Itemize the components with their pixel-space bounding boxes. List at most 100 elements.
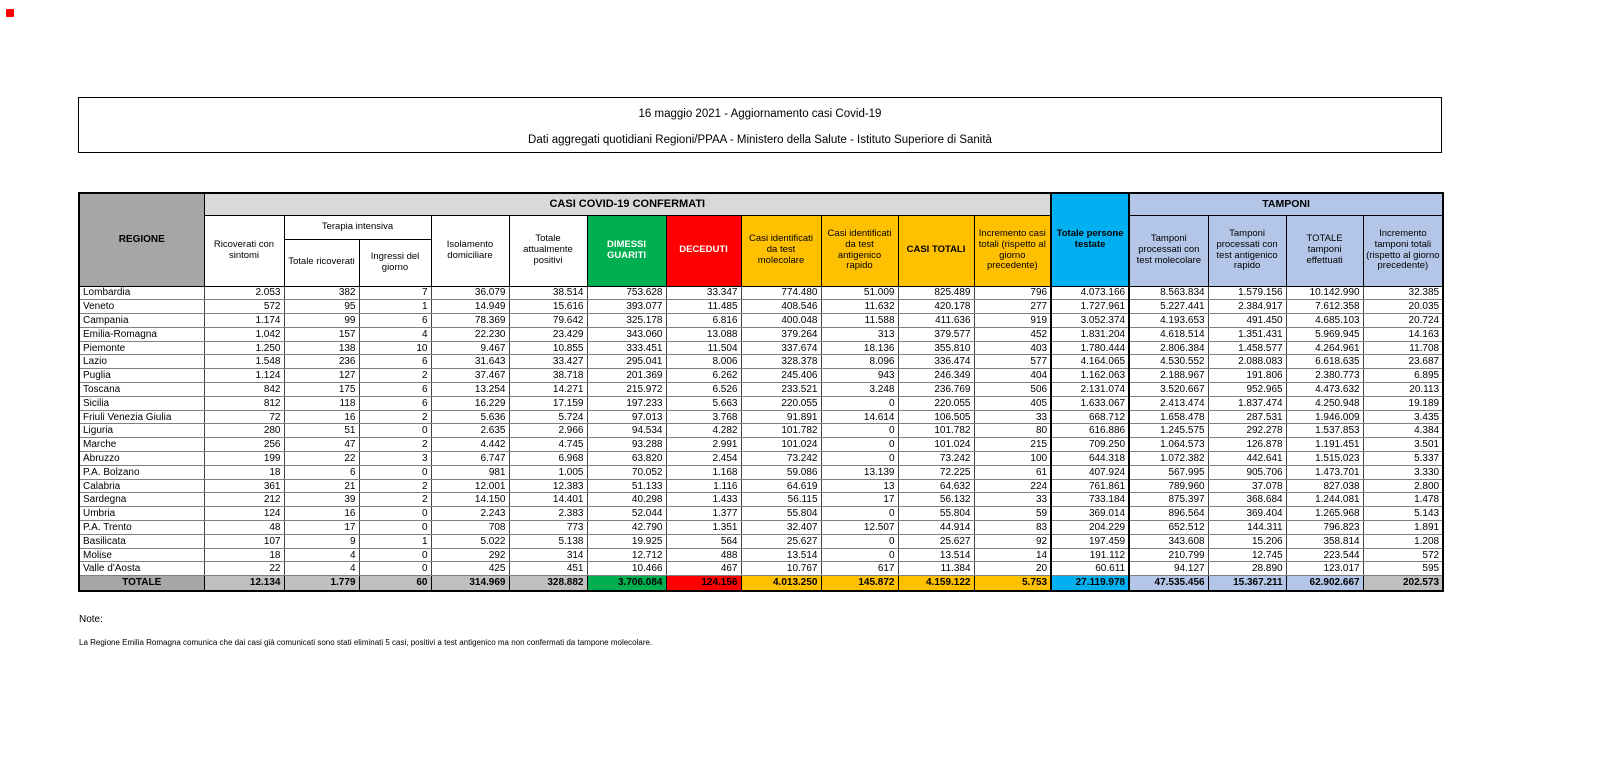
value-cell: 1 bbox=[358, 533, 432, 549]
value-cell: 5.143 bbox=[1362, 506, 1444, 522]
value-cell: 295.041 bbox=[586, 354, 667, 370]
value-cell: 4.164.065 bbox=[1050, 354, 1131, 370]
value-cell: 78.369 bbox=[430, 313, 510, 328]
value-cell: 72 bbox=[203, 409, 285, 425]
region-cell: Toscana bbox=[78, 382, 205, 397]
report-title: 16 maggio 2021 - Aggiornamento casi Covi… bbox=[638, 108, 882, 120]
value-cell: 215.972 bbox=[586, 382, 667, 397]
value-cell: 11.632 bbox=[820, 299, 899, 315]
value-cell: 11.504 bbox=[665, 340, 742, 356]
value-cell: 3 bbox=[358, 451, 432, 466]
region-cell: Emilia-Romagna bbox=[78, 326, 205, 342]
value-cell: 4.618.514 bbox=[1128, 326, 1209, 342]
value-cell: 17 bbox=[283, 520, 360, 535]
value-cell: 1.891 bbox=[1362, 520, 1444, 535]
value-cell: 379.264 bbox=[740, 326, 822, 342]
value-cell: 825.489 bbox=[897, 285, 975, 301]
value-cell: 325.178 bbox=[586, 313, 667, 328]
value-cell: 6.262 bbox=[665, 368, 742, 384]
value-cell: 6.816 bbox=[665, 313, 742, 328]
value-cell: 0 bbox=[820, 533, 899, 549]
value-cell: 20.113 bbox=[1362, 382, 1444, 397]
col-header-deceduti: DECEDUTI bbox=[665, 214, 742, 287]
value-cell: 796.823 bbox=[1285, 520, 1364, 535]
value-cell: 124 bbox=[203, 506, 285, 522]
value-cell: 32.407 bbox=[740, 520, 822, 535]
value-cell: 18.136 bbox=[820, 340, 899, 356]
region-cell: P.A. Bolzano bbox=[78, 464, 205, 480]
value-cell: 405 bbox=[973, 395, 1052, 411]
value-cell: 51 bbox=[283, 423, 360, 439]
value-cell: 20.035 bbox=[1362, 299, 1444, 315]
table-row: Friuli Venezia Giulia 72 16 2 5.636 5.724 97.0… bbox=[78, 409, 1444, 425]
value-cell: 842 bbox=[203, 382, 285, 397]
value-cell: 12.712 bbox=[586, 547, 667, 563]
value-cell: 812 bbox=[203, 395, 285, 411]
value-cell: 42.790 bbox=[586, 520, 667, 535]
value-cell: 4.530.552 bbox=[1128, 354, 1209, 370]
value-cell: 6.895 bbox=[1362, 368, 1444, 384]
value-cell: 5.227.441 bbox=[1128, 299, 1209, 315]
value-cell: 38.514 bbox=[508, 285, 588, 301]
value-cell: 4 bbox=[283, 561, 360, 577]
table-row: Campania 1.174 99 6 78.369 79.642 325.178 6.816… bbox=[78, 313, 1444, 328]
value-cell: 292.278 bbox=[1207, 423, 1287, 439]
value-cell: 595 bbox=[1362, 561, 1444, 577]
table-row: Basilicata 107 9 1 5.022 5.138 19.925 564 25.627… bbox=[78, 533, 1444, 549]
value-cell: 14.150 bbox=[430, 492, 510, 508]
region-cell: Campania bbox=[78, 313, 205, 328]
notes-heading: Note: bbox=[79, 614, 103, 625]
value-cell: 3.248 bbox=[820, 382, 899, 397]
value-cell: 38.718 bbox=[508, 368, 588, 384]
col-header-casi-totali: CASI TOTALI bbox=[897, 214, 975, 287]
value-cell: 55.804 bbox=[740, 506, 822, 522]
region-cell: Molise bbox=[78, 547, 205, 563]
value-cell: 4.073.166 bbox=[1050, 285, 1131, 301]
value-cell: 3.768 bbox=[665, 409, 742, 425]
value-cell: 337.674 bbox=[740, 340, 822, 356]
value-cell: 952.965 bbox=[1207, 382, 1287, 397]
value-cell: 33 bbox=[973, 409, 1052, 425]
value-cell: 1.780.444 bbox=[1050, 340, 1131, 356]
value-cell: 64.619 bbox=[740, 478, 822, 494]
value-cell: 13.139 bbox=[820, 464, 899, 480]
value-cell: 708 bbox=[430, 520, 510, 535]
value-cell: 191.112 bbox=[1050, 547, 1131, 563]
value-cell: 11.384 bbox=[897, 561, 975, 577]
value-cell: 64.632 bbox=[897, 478, 975, 494]
value-cell: 5.724 bbox=[508, 409, 588, 425]
totale-value-cell: 328.882 bbox=[508, 575, 588, 592]
value-cell: 2.383 bbox=[508, 506, 588, 522]
value-cell: 1 bbox=[358, 299, 432, 315]
value-cell: 13.514 bbox=[740, 547, 822, 563]
value-cell: 33 bbox=[973, 492, 1052, 508]
value-cell: 709.250 bbox=[1050, 437, 1131, 453]
value-cell: 11.485 bbox=[665, 299, 742, 315]
value-cell: 1.515.023 bbox=[1285, 451, 1364, 466]
value-cell: 796 bbox=[973, 285, 1052, 301]
value-cell: 2 bbox=[358, 478, 432, 494]
value-cell: 236.769 bbox=[897, 382, 975, 397]
value-cell: 94.127 bbox=[1128, 561, 1209, 577]
value-cell: 2 bbox=[358, 409, 432, 425]
value-cell: 491.450 bbox=[1207, 313, 1287, 328]
value-cell: 1.250 bbox=[203, 340, 285, 356]
value-cell: 39 bbox=[283, 492, 360, 508]
value-cell: 789.960 bbox=[1128, 478, 1209, 494]
value-cell: 1.633.067 bbox=[1050, 395, 1131, 411]
value-cell: 0 bbox=[358, 423, 432, 439]
value-cell: 943 bbox=[820, 368, 899, 384]
value-cell: 6.618.635 bbox=[1285, 354, 1364, 370]
totale-value-cell: 4.013.250 bbox=[740, 575, 822, 592]
value-cell: 4 bbox=[358, 326, 432, 342]
value-cell: 3.501 bbox=[1362, 437, 1444, 453]
value-cell: 1.727.961 bbox=[1050, 299, 1131, 315]
col-header-persone-testate: Totale persone testate bbox=[1050, 192, 1131, 287]
value-cell: 10.855 bbox=[508, 340, 588, 356]
table-row: Emilia-Romagna 1.042 157 4 22.230 23.429 343.0… bbox=[78, 326, 1444, 342]
value-cell: 2.800 bbox=[1362, 478, 1444, 494]
value-cell: 0 bbox=[820, 423, 899, 439]
value-cell: 425 bbox=[430, 561, 510, 577]
table-row: Piemonte 1.250 138 10 9.467 10.855 333.451 11.5… bbox=[78, 340, 1444, 356]
value-cell: 118 bbox=[283, 395, 360, 411]
